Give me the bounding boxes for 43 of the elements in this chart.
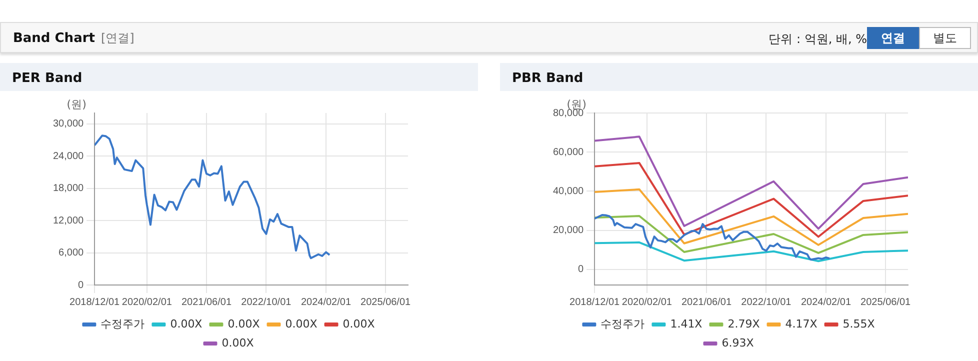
y-tick-label: 30,000 [52,118,84,130]
y-tick-label: 18,000 [52,183,84,194]
y-axis-title: (원) [566,98,586,111]
legend-label: 0.00X [170,317,203,330]
legend-label: 0.00X [285,317,318,330]
x-tick-label: 2020/02/01 [622,296,672,308]
x-tick-label: 2020/02/01 [122,296,172,308]
y-tick-label: 20,000 [552,225,584,236]
x-tick-label: 2024/02/01 [300,296,352,308]
legend-label: 2.79X [728,317,760,330]
x-tick-label: 2018/12/01 [70,296,120,308]
text: 연결 [867,27,919,49]
legend-label: 0.00X [222,336,254,350]
text: Band Chart [13,31,95,46]
legend-label: 1.41X [670,317,703,330]
y-tick-label: 60,000 [552,146,584,158]
text: [연결] [100,31,134,45]
legend-label: 수정주가 [600,317,645,330]
x-tick-label: 2018/12/01 [570,296,620,308]
x-tick-label: 2025/06/01 [860,296,912,308]
y-tick-label: 0 [578,264,584,276]
x-tick-label: 2022/10/01 [241,296,292,308]
legend-label: 6.93X [722,336,754,350]
text: 단위 : 억원, 배, % [768,31,867,48]
y-axis-title: (원) [66,98,86,111]
chart-title: PER Band [0,63,478,91]
text: 별도 [919,27,971,49]
legend-label: 0.00X [342,317,376,330]
x-tick-label: 2021/06/01 [181,296,232,308]
x-tick-label: 2021/06/01 [681,296,732,308]
legend-label: 수정주가 [100,317,145,330]
y-tick-label: 0 [78,280,84,291]
y-tick-label: 24,000 [52,150,84,162]
x-tick-label: 2025/06/01 [360,296,412,308]
y-tick-label: 6,000 [58,248,84,258]
chart-title: PBR Band [500,63,978,91]
legend-label: 4.17X [785,317,818,330]
y-tick-label: 12,000 [52,215,84,226]
legend-label: 5.55X [842,317,876,330]
legend-label: 0.00X [228,317,260,330]
x-tick-label: 2022/10/01 [741,296,792,308]
y-tick-label: 40,000 [552,186,584,197]
x-tick-label: 2024/02/01 [800,296,852,308]
